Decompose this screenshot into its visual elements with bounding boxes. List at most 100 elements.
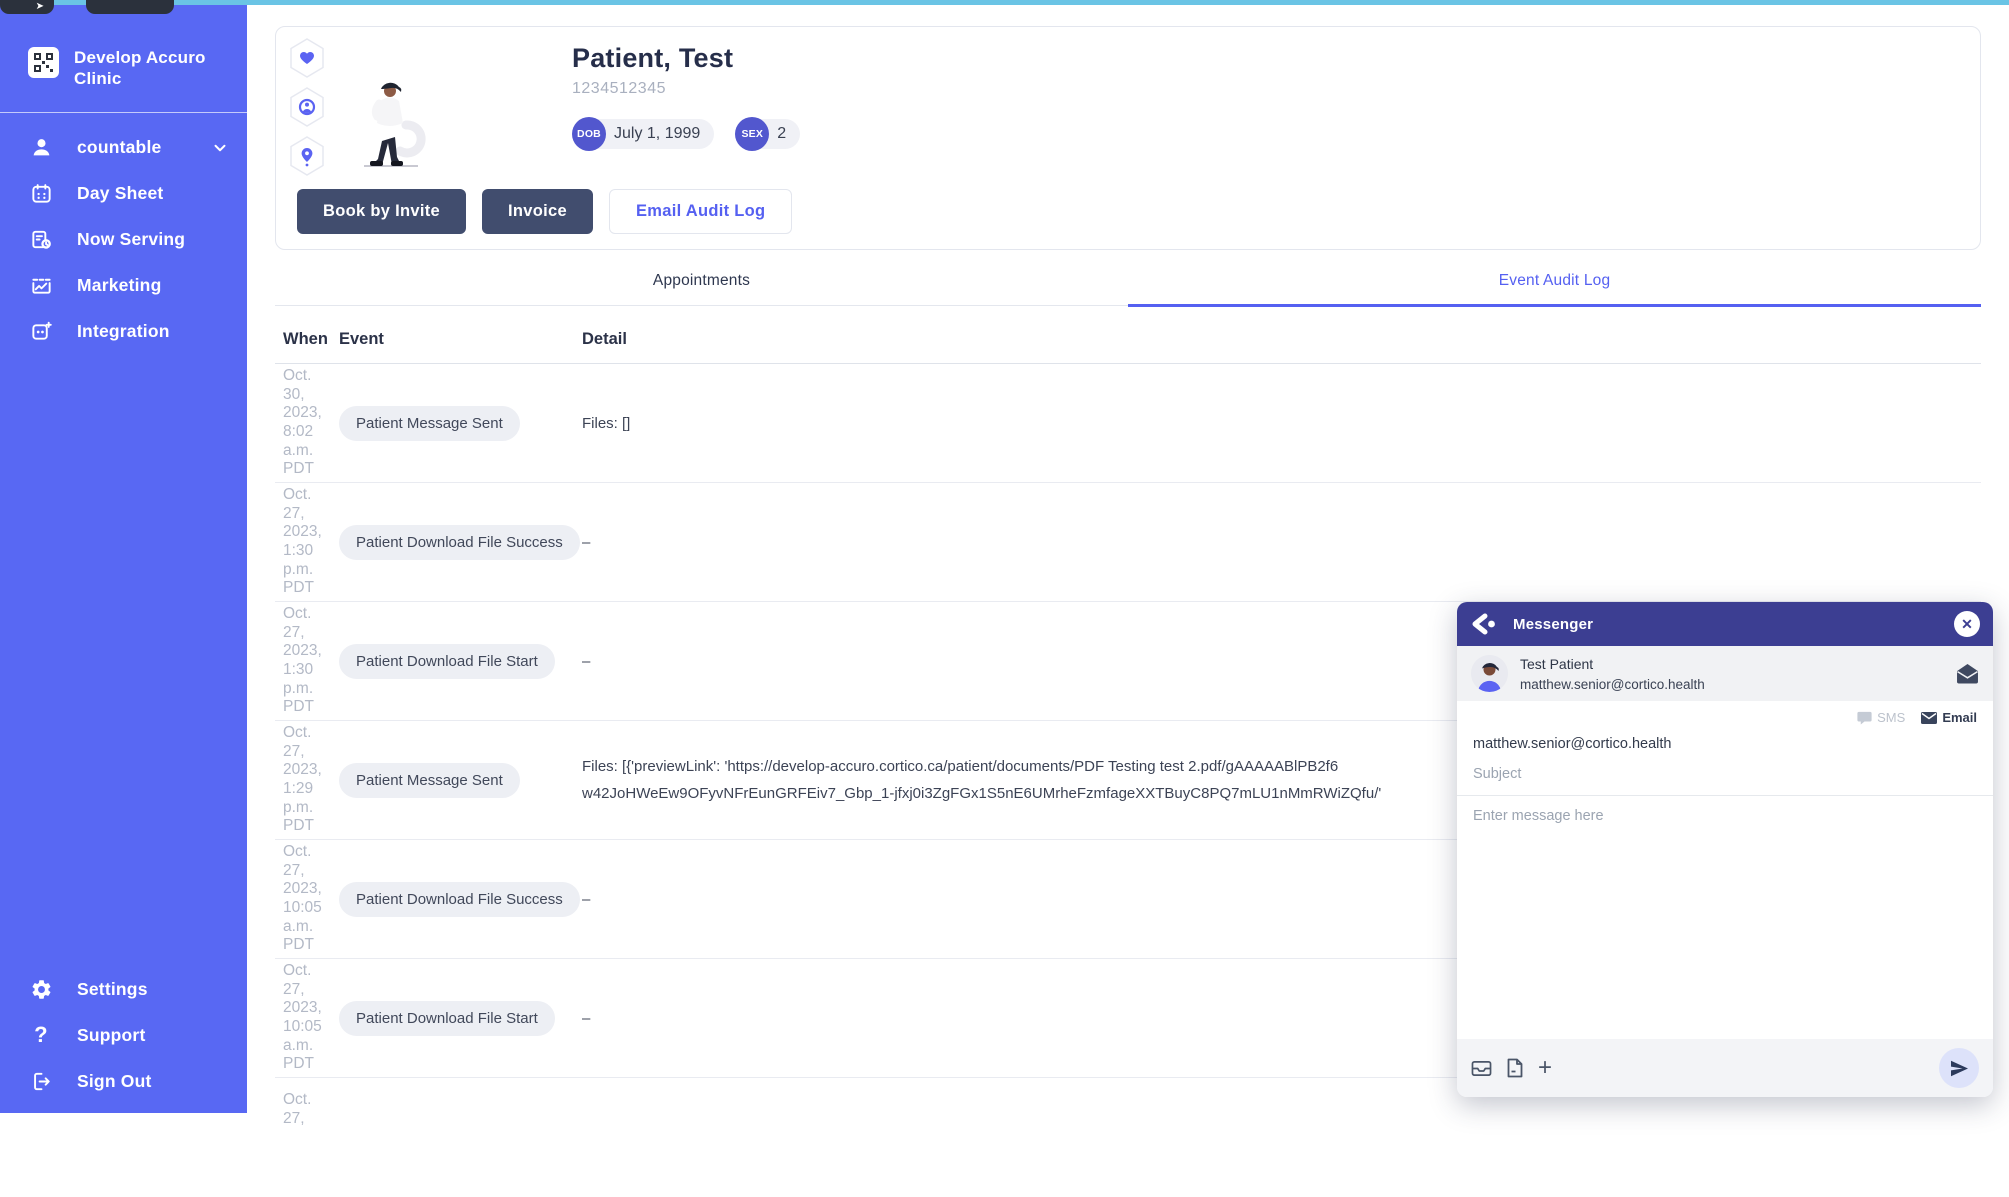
- patient-info: Patient, Test 1234512345 DOB July 1, 199…: [572, 43, 801, 151]
- table-row: Oct. 27, 2023, 1:29 p.m. PDT Patient Mes…: [275, 721, 1981, 840]
- messenger-header: Messenger ✕: [1457, 602, 1993, 646]
- when-cell: Oct. 27, 2023, 10:05 a.m. PDT: [283, 962, 322, 1073]
- sidebar-item-label: Support: [77, 1024, 146, 1045]
- table-row: Oct. 27, 2023, 10:05 a.m. PDT Patient Do…: [275, 959, 1981, 1078]
- user-icon: [29, 136, 53, 160]
- clinic-name: Develop Accuro Clinic: [74, 48, 206, 89]
- sidebar-item-label: Marketing: [77, 275, 162, 295]
- chevron-down-icon: [211, 139, 229, 157]
- sidebar-item-label: Now Serving: [77, 229, 186, 249]
- sidebar-item-countable[interactable]: countable: [0, 125, 247, 171]
- dob-badge-key: DOB: [572, 117, 606, 151]
- messenger-title: Messenger: [1513, 615, 1594, 633]
- messenger-panel: Messenger ✕ Test Patient matthew.senior@…: [1457, 602, 1993, 1097]
- send-button[interactable]: [1939, 1048, 1979, 1088]
- contact-name: Test Patient: [1520, 655, 1594, 672]
- clinic-logo-icon: [28, 47, 59, 78]
- detail-cell: Files: [{'previewLink': 'https://develop…: [582, 753, 1981, 807]
- browser-tab-artifact: [86, 0, 174, 14]
- patient-badge-icons: [289, 38, 325, 176]
- event-badge: Patient Download File Success: [339, 524, 580, 560]
- person-icon[interactable]: [289, 87, 325, 127]
- patient-badges: DOB July 1, 1999 SEX 2: [572, 117, 801, 151]
- detail-cell: –: [582, 652, 591, 670]
- email-audit-log-button[interactable]: Email Audit Log: [608, 189, 793, 234]
- tab-appointments[interactable]: Appointments: [652, 272, 751, 289]
- sidebar-item-now-serving[interactable]: Now Serving: [0, 217, 247, 263]
- sidebar-item-integration[interactable]: Integration: [0, 309, 247, 355]
- file-icon: [1507, 1058, 1523, 1078]
- when-cell: Oct. 27, 2023, 10:05 a.m. PDT: [283, 843, 322, 954]
- sex-badge-value: 2: [777, 125, 787, 142]
- subject-input[interactable]: [1457, 759, 1993, 796]
- sidebar-item-support[interactable]: ? Support: [0, 1012, 247, 1058]
- when-cell: Oct. 27, 2023, 1:30 p.m. PDT: [283, 605, 322, 716]
- sidebar-footer: Settings ? Support Sign Out: [0, 966, 247, 1104]
- patient-id: 1234512345: [572, 80, 666, 97]
- add-button[interactable]: +: [1538, 1056, 1552, 1080]
- patient-illustration: [346, 75, 434, 171]
- sidebar-divider: [0, 111, 247, 113]
- message-input[interactable]: [1457, 796, 1993, 1039]
- event-badge: Patient Download File Success: [339, 881, 580, 917]
- when-cell: Oct. 27, 2023, 1:29 p.m. PDT: [283, 724, 322, 835]
- sidebar-item-day-sheet[interactable]: Day Sheet: [0, 171, 247, 217]
- close-icon[interactable]: ✕: [1954, 611, 1980, 637]
- column-header-event: Event: [339, 330, 384, 348]
- sidebar: Develop Accuro Clinic countable Day Shee…: [0, 5, 247, 1113]
- table-header-row: When Event Detail: [275, 322, 1981, 364]
- contact-text: Test Patient matthew.senior@cortico.heal…: [1520, 656, 1705, 692]
- table-row: Oct. 27, 2023, 10:05 a.m. PDT Patient Do…: [275, 840, 1981, 959]
- sidebar-nav: countable Day Sheet Now Serving Marketin…: [0, 125, 247, 355]
- clinic-header: Develop Accuro Clinic: [0, 5, 247, 90]
- recipient-email-input[interactable]: [1457, 729, 1993, 759]
- sidebar-item-label: Integration: [77, 321, 170, 341]
- templates-tray-button[interactable]: [1471, 1059, 1492, 1078]
- messenger-contact-row[interactable]: Test Patient matthew.senior@cortico.heal…: [1457, 646, 1993, 701]
- tab-event-audit-log[interactable]: Event Audit Log: [1128, 272, 1981, 307]
- sidebar-item-marketing[interactable]: Marketing: [0, 263, 247, 309]
- sidebar-item-label: countable: [77, 137, 162, 157]
- messenger-mode-toggle: SMS Email: [1457, 701, 1993, 729]
- book-by-invite-button[interactable]: Book by Invite: [297, 189, 466, 234]
- email-toggle[interactable]: Email: [1921, 710, 1977, 725]
- patient-name: Patient, Test: [572, 43, 734, 73]
- invoice-button[interactable]: Invoice: [481, 189, 593, 234]
- event-badge: Patient Download File Start: [339, 643, 555, 679]
- heart-icon[interactable]: [289, 38, 325, 78]
- now-serving-icon: [29, 228, 53, 252]
- envelope-open-icon: [1956, 663, 1979, 684]
- sms-bubble-icon: [1857, 711, 1872, 725]
- browser-tab-artifact: ➤: [0, 0, 54, 14]
- attach-file-button[interactable]: [1507, 1058, 1523, 1078]
- messenger-toolbar: +: [1457, 1039, 1993, 1097]
- column-header-detail: Detail: [582, 330, 627, 348]
- avatar: [1471, 655, 1508, 692]
- detail-cell: –: [582, 890, 591, 908]
- event-badge: Patient Download File Start: [339, 1000, 555, 1036]
- location-pin-icon[interactable]: [289, 136, 325, 176]
- detail-cell: –: [582, 1009, 591, 1027]
- table-row: Oct. 27, 2023, 1:30 p.m. PDT Patient Dow…: [275, 602, 1981, 721]
- patient-card: Patient, Test 1234512345 DOB July 1, 199…: [275, 26, 1981, 250]
- cortico-logo-icon: [1470, 612, 1498, 636]
- sex-badge: SEX 2: [735, 117, 801, 151]
- table-row: Oct. 27, 2023, 1:30 p.m. PDT Patient Dow…: [275, 483, 1981, 602]
- sidebar-item-settings[interactable]: Settings: [0, 966, 247, 1012]
- when-cell: Oct. 30, 2023, 8:02 a.m. PDT: [283, 367, 322, 478]
- detail-cell: –: [582, 533, 591, 551]
- detail-cell: Files: []: [582, 414, 631, 432]
- dob-badge: DOB July 1, 1999: [572, 117, 715, 151]
- top-accent-strip: [0, 0, 2009, 5]
- question-icon: ?: [34, 1022, 48, 1047]
- sms-toggle[interactable]: SMS: [1857, 710, 1905, 725]
- sidebar-item-label: Sign Out: [77, 1070, 152, 1091]
- tabbar: Appointments Event Audit Log: [275, 272, 1981, 307]
- detail-link-line: w42JoHWeEw9OFyvNFrEunGRFEiv7_Gbp_1-jfxj0…: [582, 785, 1382, 802]
- sms-label: SMS: [1877, 710, 1906, 725]
- cursor-icon: ➤: [35, 1, 44, 12]
- when-cell: Oct. 27,: [283, 1091, 312, 1127]
- tray-icon: [1471, 1060, 1492, 1076]
- sidebar-item-label: Settings: [77, 978, 148, 999]
- sidebar-item-sign-out[interactable]: Sign Out: [0, 1058, 247, 1104]
